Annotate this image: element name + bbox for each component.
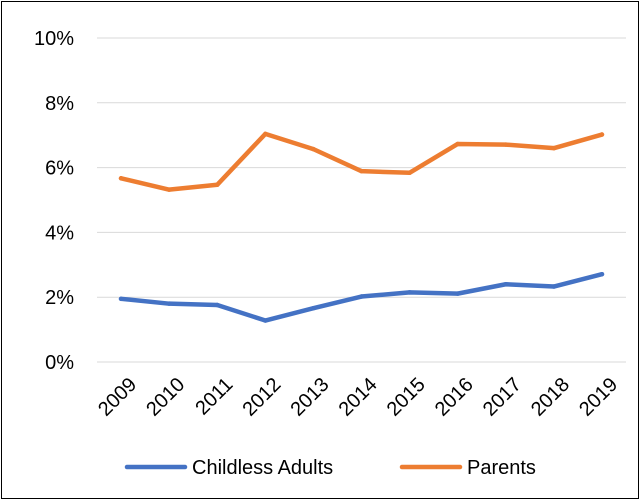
y-tick-label: 10%	[34, 28, 74, 50]
data-point	[599, 132, 605, 137]
data-point	[263, 318, 268, 323]
data-point	[118, 296, 124, 302]
x-tick-label: 2019	[575, 374, 622, 421]
data-point	[263, 131, 268, 137]
y-tick-label: 0%	[45, 352, 74, 374]
data-point	[118, 176, 124, 181]
data-point	[166, 301, 172, 306]
data-point	[503, 142, 509, 147]
legend-label: Childless Adults	[192, 457, 333, 479]
data-point	[359, 294, 364, 299]
x-axis-ticks: 2009 2010 2011 2012 2013 2014 2015 2016 2017 2018…	[94, 374, 622, 421]
data-point	[359, 168, 364, 174]
gridlines	[97, 37, 626, 363]
data-point	[214, 182, 220, 188]
y-tick-label: 4%	[45, 222, 74, 244]
x-tick-label: 2012	[238, 374, 285, 421]
data-point	[551, 284, 557, 289]
data-point	[551, 145, 557, 151]
data-point	[407, 170, 412, 176]
y-tick-label: 2%	[45, 287, 74, 309]
series-line-parents	[118, 131, 605, 192]
x-tick-label: 2015	[383, 374, 430, 421]
x-tick-label: 2011	[191, 374, 237, 420]
series-lines	[118, 131, 605, 323]
y-tick-label: 8%	[45, 93, 74, 115]
x-tick-label: 2016	[431, 374, 478, 421]
data-point	[214, 302, 220, 308]
data-point	[407, 290, 412, 295]
x-tick-label: 2018	[527, 374, 574, 421]
data-point	[599, 271, 605, 277]
y-tick-label: 6%	[45, 158, 74, 180]
data-point	[455, 141, 460, 147]
data-point	[455, 291, 460, 296]
data-point	[311, 305, 316, 311]
legend-label: Parents	[467, 457, 536, 479]
x-tick-label: 2010	[142, 374, 189, 421]
data-point	[166, 187, 172, 192]
x-tick-label: 2009	[94, 374, 141, 421]
x-tick-label: 2017	[479, 374, 526, 421]
data-point	[311, 146, 316, 152]
legend: Childless Adults Parents	[124, 457, 536, 479]
x-tick-label: 2013	[287, 374, 334, 421]
x-tick-label: 2014	[335, 374, 382, 421]
data-point	[503, 281, 509, 287]
y-axis-ticks: 0% 2% 4% 6% 8% 10%	[34, 28, 74, 374]
